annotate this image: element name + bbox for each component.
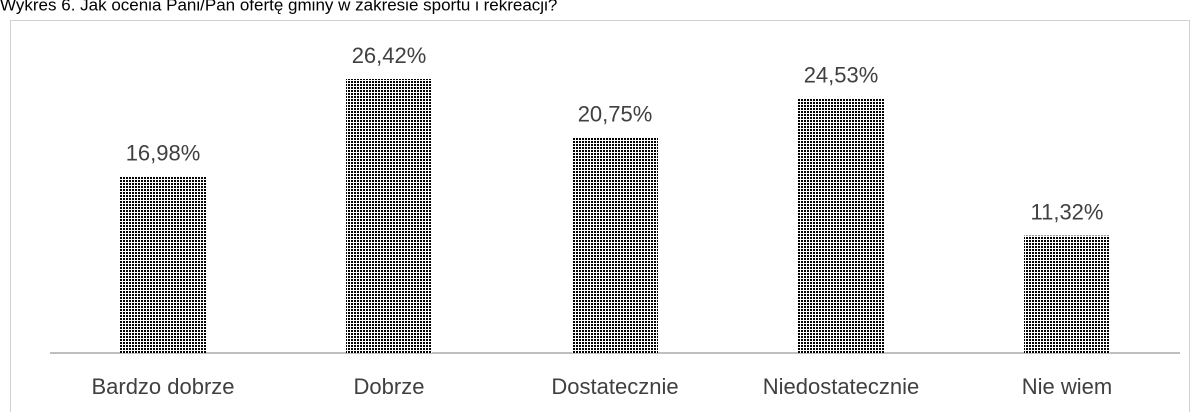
value-label: 24,53% [804,62,879,87]
value-label: 20,75% [578,102,653,127]
x-tick-label: Dostatecznie [551,374,678,399]
bar [120,176,206,353]
value-label: 11,32% [1031,199,1104,224]
chart-border [10,20,1190,412]
bar [346,79,432,353]
bar [1024,235,1110,353]
x-tick-label: Niedostatecznie [763,374,920,399]
chart-title: Wykres 6. Jak ocenia Pani/Pan ofertę gmi… [0,0,557,14]
x-tick-label: Nie wiem [1022,374,1112,399]
value-label: 26,42% [352,43,427,68]
x-tick-label: Dobrze [354,374,425,399]
bar [572,137,658,353]
x-tick-label: Bardzo dobrze [91,374,234,399]
bar [798,98,884,353]
value-label: 16,98% [126,141,201,166]
